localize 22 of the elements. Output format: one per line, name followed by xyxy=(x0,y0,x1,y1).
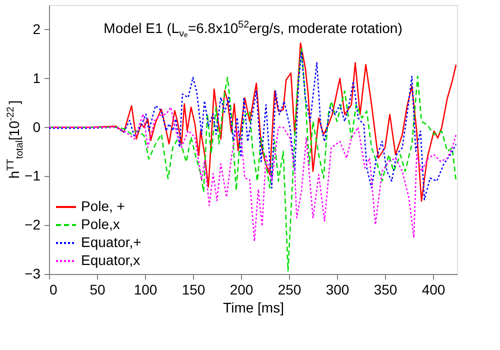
x-axis-title: Time [ms] xyxy=(223,300,284,316)
x-tick-label: 350 xyxy=(374,282,398,298)
x-tick-label: 50 xyxy=(90,282,106,298)
x-tick-label: 0 xyxy=(50,282,58,298)
y-axis-title: hTTtotal[10-22] xyxy=(5,100,26,179)
x-tick-label: 200 xyxy=(230,282,254,298)
legend-label: Equator,x xyxy=(81,252,140,268)
line-series xyxy=(49,47,457,272)
x-tick-label: 150 xyxy=(182,282,206,298)
y-tick-label: −1 xyxy=(24,168,41,184)
x-tick-label: 300 xyxy=(326,282,350,298)
x-tick-label: 250 xyxy=(278,282,302,298)
legend-label: Equator,+ xyxy=(81,234,142,250)
x-tick-label: 100 xyxy=(134,282,158,298)
y-tick-label: 2 xyxy=(32,20,41,37)
y-tick-label: −2 xyxy=(24,216,41,233)
x-tick-label: 400 xyxy=(422,282,446,298)
y-tick-label: 0 xyxy=(32,118,41,135)
y-tick-label: −3 xyxy=(24,266,41,282)
legend-label: Pole,x xyxy=(81,216,120,232)
legend-label: Pole, + xyxy=(81,198,125,214)
y-tick-label: 1 xyxy=(32,70,41,86)
